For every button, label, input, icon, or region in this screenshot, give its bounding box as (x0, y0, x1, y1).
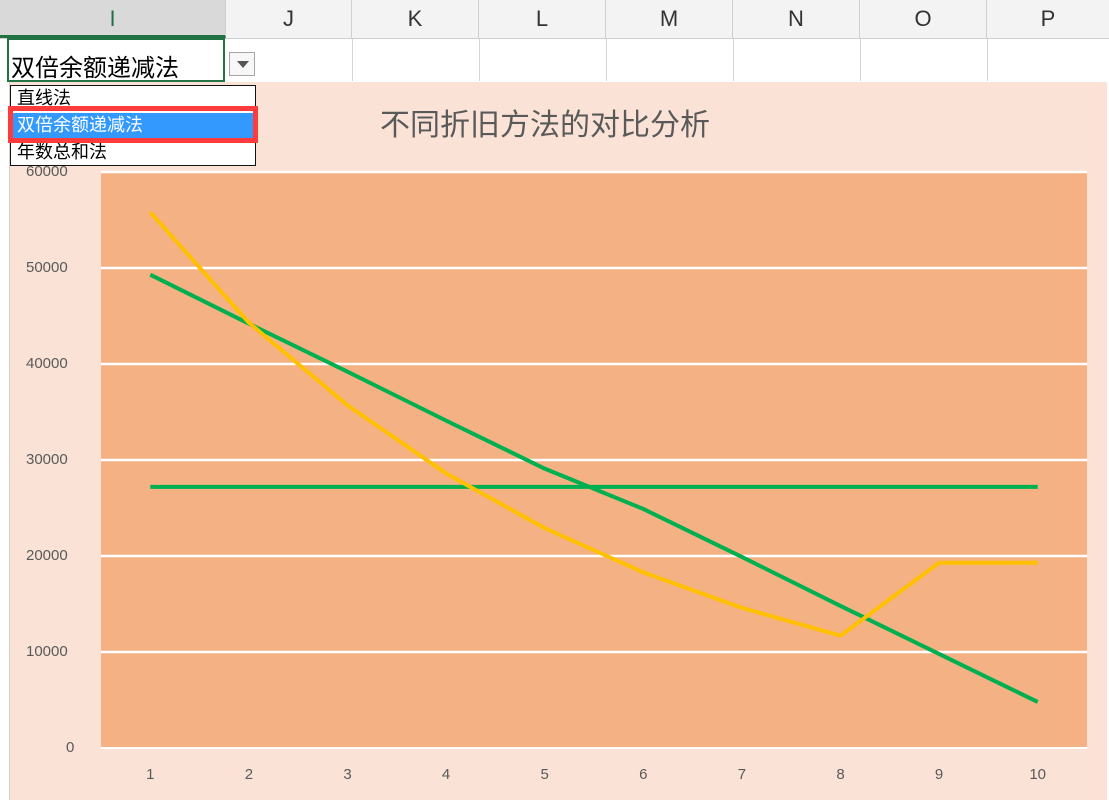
series-line-3 (148, 210, 1038, 638)
column-header-p[interactable]: P (1040, 6, 1056, 31)
x-tick-label: 9 (934, 766, 944, 783)
y-tick-label: 20000 (26, 547, 68, 564)
grid-line (352, 39, 353, 81)
y-tick-label: 60000 (26, 163, 68, 180)
grid-row (0, 39, 1109, 81)
y-tick-label: 0 (66, 739, 75, 756)
column-header-m[interactable]: M (606, 0, 733, 38)
x-tick-label: 3 (343, 766, 352, 783)
y-tick-label: 50000 (26, 259, 68, 276)
grid-line (860, 39, 861, 81)
active-cell[interactable] (7, 38, 225, 82)
x-tick-label: 2 (244, 766, 254, 783)
chevron-down-icon (237, 61, 249, 68)
column-header-i[interactable]: I (0, 0, 226, 38)
highlight-box (8, 106, 258, 143)
column-header-l[interactable]: L (479, 0, 606, 38)
y-tick-label: 40000 (26, 355, 68, 372)
column-header-k[interactable]: K (352, 0, 479, 38)
chart-title: 不同折旧方法的对比分析 (380, 108, 710, 143)
grid-line (606, 39, 607, 81)
dropdown-option-sum-of-years[interactable]: 年数总和法 (17, 142, 107, 163)
x-tick-label: 6 (639, 766, 648, 783)
column-header-bar: I J K L M N O P (0, 0, 1109, 39)
dropdown-button[interactable] (229, 52, 255, 76)
x-tick-label: 7 (737, 766, 747, 783)
column-header-o[interactable]: O (860, 0, 987, 38)
x-tick-label: 5 (540, 766, 549, 783)
y-tick-label: 10000 (26, 643, 68, 660)
x-tick-label: 8 (836, 766, 845, 783)
column-header-n[interactable]: N (733, 0, 860, 38)
series-line-2 (149, 272, 1039, 704)
validation-dropdown-list: 直线法 双倍余额递减法 年数总和法 (10, 85, 256, 166)
x-tick-label: 10 (1029, 766, 1047, 783)
cell-value: 双倍余额递减法 (11, 54, 179, 82)
x-tick-label: 4 (441, 766, 451, 783)
column-header-j[interactable]: J (226, 0, 352, 38)
series-layer (148, 210, 1039, 704)
grid-line (479, 39, 480, 81)
gridlines (101, 170, 1087, 749)
grid-line (733, 39, 734, 81)
grid-line (987, 39, 988, 81)
dropdown-option-straight-line[interactable]: 直线法 (17, 88, 71, 109)
y-tick-label: 30000 (26, 451, 68, 468)
x-tick-label: 1 (146, 766, 155, 783)
dropdown-option-double-declining[interactable]: 双倍余额递减法 (11, 113, 255, 138)
